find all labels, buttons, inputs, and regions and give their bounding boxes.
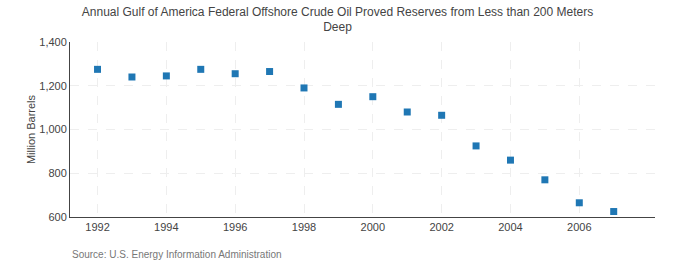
- svg-text:Annual Gulf of America Federal: Annual Gulf of America Federal Offshore …: [82, 5, 593, 35]
- svg-text:1994: 1994: [154, 221, 178, 233]
- svg-text:600: 600: [48, 211, 66, 223]
- svg-text:1996: 1996: [223, 221, 247, 233]
- svg-text:1,000: 1,000: [39, 123, 67, 135]
- svg-text:2004: 2004: [498, 221, 522, 233]
- svg-text:2000: 2000: [361, 221, 385, 233]
- svg-text:Source: U.S. Energy Informatio: Source: U.S. Energy Information Administ…: [72, 249, 282, 260]
- svg-text:Million Barrels: Million Barrels: [25, 94, 37, 164]
- svg-text:1,400: 1,400: [39, 36, 67, 48]
- svg-text:2006: 2006: [567, 221, 591, 233]
- svg-text:1998: 1998: [292, 221, 316, 233]
- svg-text:2002: 2002: [429, 221, 453, 233]
- svg-text:1,200: 1,200: [39, 80, 67, 92]
- svg-text:1992: 1992: [85, 221, 109, 233]
- svg-text:800: 800: [48, 167, 66, 179]
